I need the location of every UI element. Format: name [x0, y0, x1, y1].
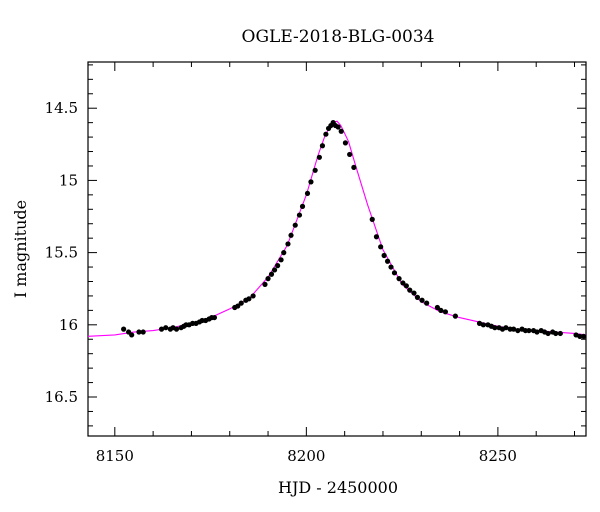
- data-point: [173, 326, 180, 332]
- chart-title: OGLE-2018-BLG-0034: [242, 27, 435, 47]
- data-point: [323, 131, 329, 137]
- y-tick-label: 16: [59, 316, 78, 334]
- data-point: [411, 290, 417, 296]
- data-point: [335, 124, 341, 130]
- data-point: [424, 300, 430, 306]
- data-point: [577, 333, 583, 339]
- data-point: [265, 276, 271, 282]
- data-point: [304, 190, 311, 197]
- data-point: [553, 330, 559, 337]
- data-point: [515, 327, 521, 334]
- data-points-layer: [121, 120, 587, 339]
- data-point: [299, 203, 306, 209]
- ticks-layer: 8150 8200 8250 14.5 15 15.5 16 16.5: [45, 62, 586, 465]
- data-point: [396, 276, 402, 282]
- data-point: [158, 326, 165, 332]
- data-point: [369, 216, 375, 222]
- data-point: [281, 250, 287, 256]
- data-point: [452, 313, 458, 319]
- data-point: [235, 303, 241, 309]
- data-point: [238, 300, 244, 306]
- data-point: [342, 140, 349, 146]
- data-point: [534, 329, 540, 335]
- data-point: [373, 234, 380, 240]
- data-point: [121, 326, 127, 332]
- data-point: [316, 154, 322, 160]
- x-axis-label: HJD - 2450000: [278, 478, 398, 497]
- data-point: [308, 179, 314, 185]
- data-point: [163, 325, 169, 331]
- data-point: [414, 294, 421, 300]
- data-point: [438, 307, 444, 313]
- data-point: [503, 325, 509, 331]
- x-tick-label: 8250: [479, 447, 517, 465]
- data-point: [268, 271, 275, 277]
- y-tick-label: 14.5: [45, 99, 78, 117]
- data-point: [351, 164, 357, 171]
- x-tick-label: 8150: [96, 447, 134, 465]
- data-point: [262, 281, 268, 287]
- y-tick-label: 15: [59, 171, 78, 189]
- data-point: [285, 241, 291, 247]
- data-point: [384, 258, 391, 264]
- data-point: [278, 257, 284, 263]
- data-point: [400, 280, 406, 286]
- data-point: [480, 322, 486, 328]
- y-tick-label: 16.5: [45, 388, 78, 406]
- data-point: [545, 330, 551, 337]
- data-point: [510, 326, 517, 332]
- data-point: [381, 252, 387, 259]
- data-point: [347, 151, 353, 158]
- data-point: [140, 329, 146, 335]
- data-point: [275, 263, 281, 269]
- x-tick-label: 8200: [287, 447, 325, 465]
- data-point: [403, 283, 409, 289]
- data-point: [136, 329, 142, 335]
- data-point: [338, 128, 344, 134]
- y-axis-label: I magnitude: [11, 200, 30, 298]
- data-point: [388, 264, 394, 270]
- data-point: [246, 296, 252, 302]
- y-tick-label: 15.5: [45, 244, 78, 262]
- data-point: [211, 314, 218, 321]
- data-point: [250, 293, 256, 299]
- data-point: [378, 244, 384, 250]
- data-point: [271, 267, 278, 273]
- model-curve-layer: [87, 120, 587, 337]
- data-point: [492, 325, 498, 331]
- axes: [87, 61, 587, 437]
- data-point: [407, 287, 413, 293]
- data-point: [434, 304, 440, 311]
- data-point: [442, 309, 449, 315]
- data-point: [391, 270, 398, 276]
- data-point: [292, 222, 298, 228]
- data-point: [296, 212, 303, 218]
- data-point: [288, 232, 294, 238]
- data-point: [581, 333, 587, 339]
- data-point: [319, 143, 326, 149]
- data-point: [312, 167, 318, 173]
- model-curve: [87, 120, 587, 337]
- data-point: [129, 332, 135, 338]
- data-point: [557, 330, 563, 337]
- data-point: [419, 297, 425, 303]
- plot-frame: [87, 61, 587, 437]
- data-point: [526, 327, 532, 334]
